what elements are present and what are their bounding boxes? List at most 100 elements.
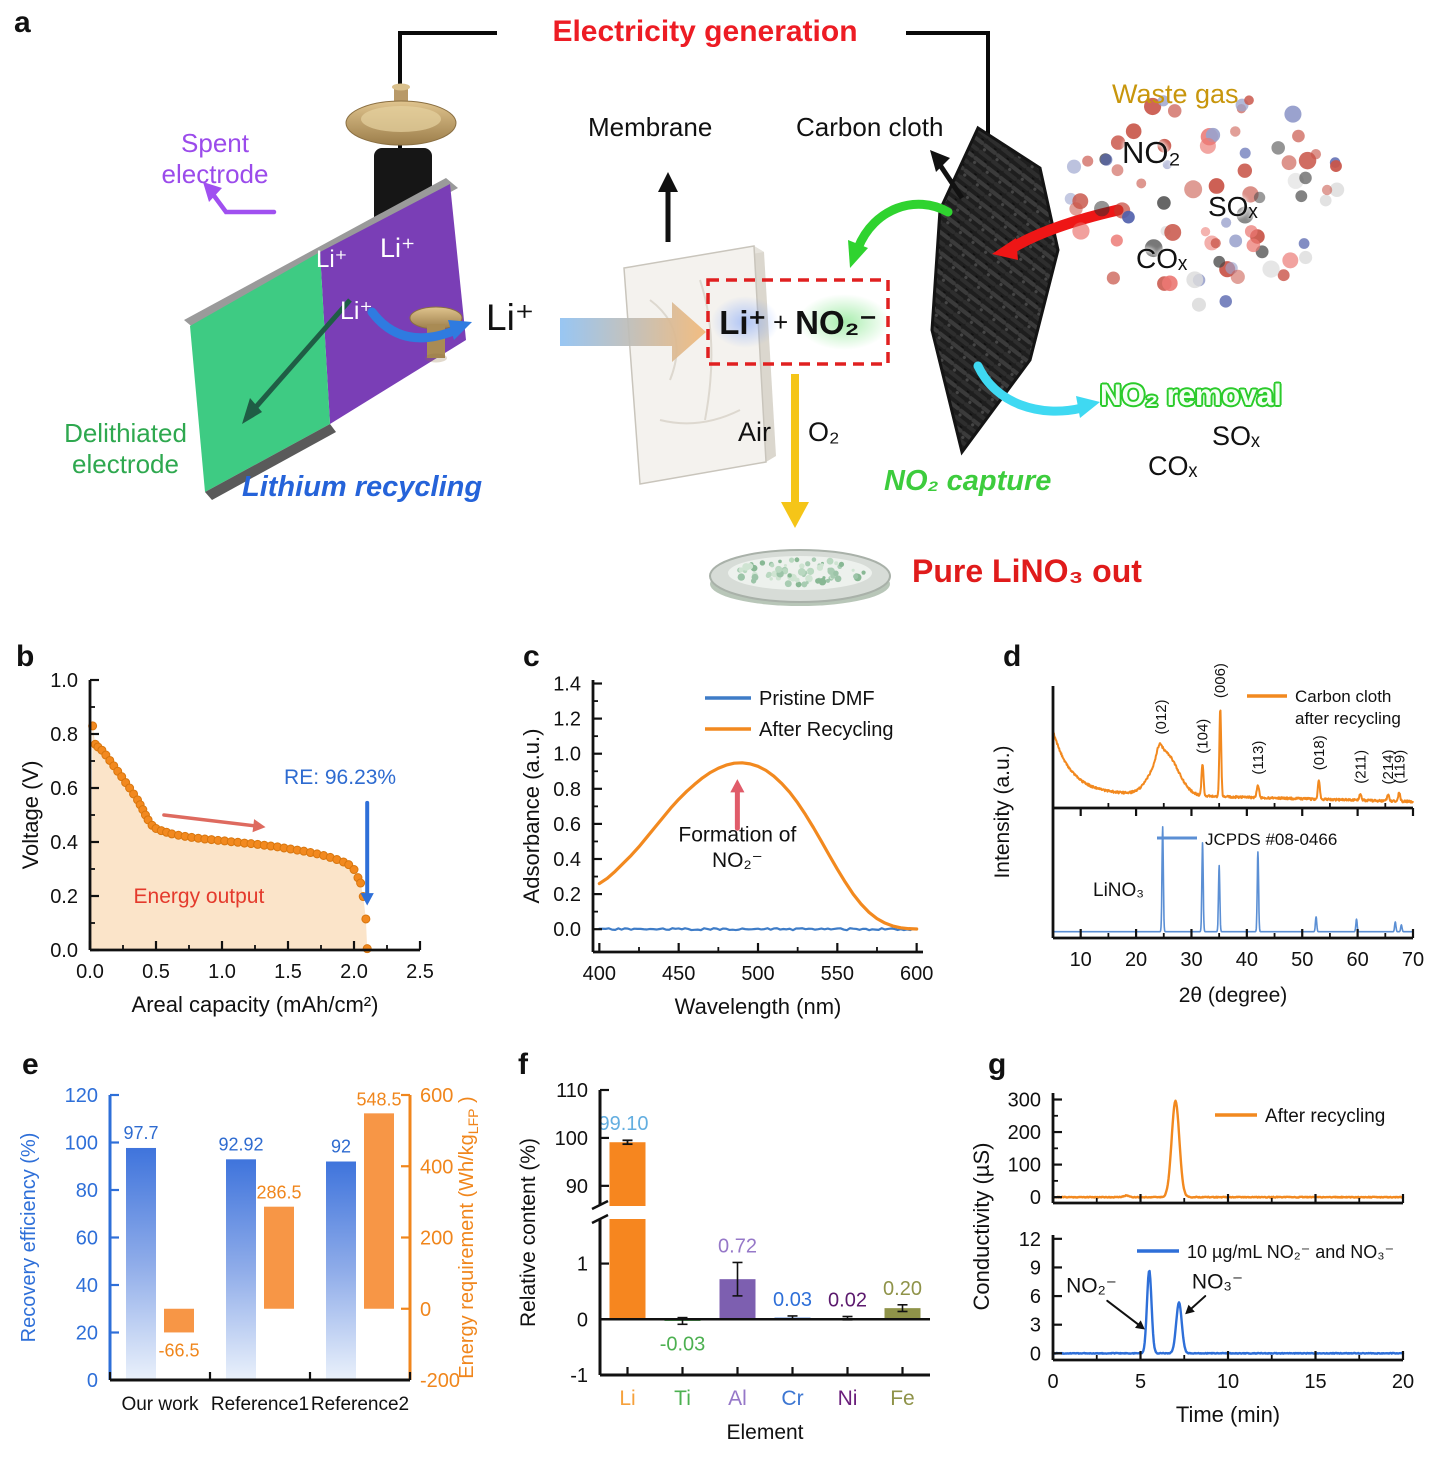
- svg-text:After recycling: After recycling: [1265, 1106, 1385, 1127]
- no2-to-box-arrow: [848, 199, 953, 268]
- voltage-capacity-chart: 0.0 0.5 1.0 1.5 2.0 2.5 0.0 0.2 0.4 0.6 0.8 1.0 Area…: [18, 670, 434, 1017]
- spent-electrode-arrow: [203, 182, 277, 215]
- xrd-chart: (012) (104) (006) (113) (018) (211) (214)(119)…: [991, 663, 1424, 1007]
- svg-text:Carbon cloth: Carbon cloth: [1295, 687, 1391, 706]
- svg-text:Adsorbance (a.u.): Adsorbance (a.u.): [519, 729, 544, 904]
- adsorbance-chart: 400 450 500 550 600 0.0 0.2 0.4 0.6 0.8 1.0 1.2 1.4 W…: [519, 674, 933, 1019]
- li-ion-label-3: Li⁺: [340, 297, 373, 325]
- o2-label: O₂: [808, 417, 840, 447]
- svg-text:(012): (012): [1153, 699, 1170, 734]
- svg-text:NO₃⁻: NO₃⁻: [1192, 1270, 1243, 1293]
- svg-text:-200: -200: [420, 1370, 460, 1392]
- svg-text:40: 40: [76, 1275, 98, 1297]
- air-o2-arrow: [781, 374, 809, 528]
- carbon-cloth-icon: [930, 125, 1060, 456]
- svg-text:100: 100: [65, 1133, 98, 1155]
- svg-text:0.02: 0.02: [828, 1290, 867, 1312]
- svg-text:1.2: 1.2: [553, 709, 581, 731]
- svg-text:0.4: 0.4: [50, 832, 78, 854]
- no2-gas-label: NO₂: [1122, 135, 1181, 170]
- svg-text:15: 15: [1304, 1371, 1326, 1393]
- li-export-arrow: [367, 307, 472, 343]
- svg-text:0.4: 0.4: [553, 849, 581, 871]
- carbon-cloth-label: Carbon cloth: [796, 112, 944, 142]
- electricity-generation-title: Electricity generation: [552, 15, 858, 48]
- svg-text:0.2: 0.2: [553, 884, 581, 906]
- sox-gas-label: SOₓ: [1208, 191, 1258, 222]
- reaction-plus-label: +: [772, 306, 789, 337]
- svg-text:(211): (211): [1352, 750, 1369, 784]
- svg-text:110: 110: [556, 1080, 588, 1102]
- svg-text:1.0: 1.0: [50, 670, 78, 692]
- petri-dish-icon: [709, 549, 891, 606]
- svg-text:Voltage (V): Voltage (V): [18, 761, 43, 870]
- svg-text:99.10: 99.10: [598, 1113, 648, 1135]
- svg-text:(113): (113): [1250, 741, 1267, 775]
- svg-text:Li: Li: [619, 1387, 635, 1410]
- svg-text:-0.03: -0.03: [660, 1333, 706, 1355]
- svg-text:92: 92: [331, 1137, 351, 1157]
- svg-text:0: 0: [1030, 1187, 1041, 1209]
- svg-text:-1: -1: [570, 1365, 588, 1387]
- svg-text:90: 90: [566, 1176, 588, 1198]
- svg-text:Wavelength (nm): Wavelength (nm): [675, 994, 842, 1019]
- element-content-chart: 99.10 Li -0.03 Ti 0.72 Al 0.03 Cr 0.02 Ni 0.20 Fe 90…: [517, 1080, 930, 1444]
- li-transport-arrow: [560, 302, 706, 362]
- svg-text:10 µg/mL NO₂⁻ and NO₃⁻: 10 µg/mL NO₂⁻ and NO₃⁻: [1187, 1242, 1394, 1262]
- air-label: Air: [738, 417, 771, 447]
- svg-text:1.0: 1.0: [553, 744, 581, 766]
- li-ion-label-2: Li⁺: [380, 233, 416, 263]
- svg-text:50: 50: [1291, 949, 1313, 971]
- svg-text:0.2: 0.2: [50, 886, 78, 908]
- svg-text:100: 100: [555, 1128, 588, 1150]
- svg-text:9: 9: [1030, 1257, 1041, 1279]
- efficiency-bar-chart: 97.7 -66.5 Our work 92.92 286.5 Reference1 92 5…: [18, 1085, 481, 1415]
- svg-text:20: 20: [1125, 949, 1147, 971]
- svg-text:92.92: 92.92: [218, 1134, 263, 1154]
- svg-text:200: 200: [1008, 1122, 1041, 1144]
- svg-text:0: 0: [87, 1370, 98, 1392]
- svg-text:450: 450: [662, 963, 695, 985]
- svg-text:1.0: 1.0: [208, 961, 236, 983]
- panel-letter-b: b: [16, 640, 35, 673]
- svg-text:Reference2: Reference2: [311, 1394, 409, 1415]
- svg-text:Al: Al: [728, 1387, 747, 1410]
- svg-text:0.03: 0.03: [773, 1289, 812, 1311]
- svg-text:Formation of: Formation of: [678, 823, 796, 846]
- svg-text:-66.5: -66.5: [158, 1340, 199, 1360]
- svg-text:LiNO₃: LiNO₃: [1093, 880, 1144, 901]
- svg-text:0.8: 0.8: [50, 724, 78, 746]
- svg-text:RE: 96.23%: RE: 96.23%: [284, 766, 396, 789]
- svg-text:400: 400: [420, 1156, 453, 1178]
- no2-removal-label: NO₂ removal: [1100, 379, 1282, 412]
- svg-text:0: 0: [420, 1299, 431, 1321]
- svg-text:400: 400: [583, 963, 616, 985]
- svg-text:Energy output: Energy output: [134, 885, 265, 908]
- svg-text:5: 5: [1135, 1371, 1146, 1393]
- li-ion-label-1: Li⁺: [316, 246, 348, 273]
- reaction-li-label: Li⁺: [719, 303, 766, 341]
- svg-text:60: 60: [76, 1228, 98, 1250]
- svg-text:NO₂⁻: NO₂⁻: [1066, 1274, 1117, 1297]
- panel-letter-d: d: [1003, 640, 1022, 673]
- svg-text:0.72: 0.72: [718, 1235, 757, 1257]
- svg-text:0.6: 0.6: [553, 814, 581, 836]
- svg-text:2.0: 2.0: [340, 961, 368, 983]
- delithiated-electrode-label: Delithiated electrode: [64, 418, 187, 480]
- svg-text:120: 120: [65, 1085, 98, 1107]
- svg-text:Areal capacity (mAh/cm²): Areal capacity (mAh/cm²): [132, 992, 379, 1017]
- svg-text:(006): (006): [1212, 663, 1229, 698]
- svg-text:0.0: 0.0: [76, 961, 104, 983]
- svg-text:Conductivity (µS): Conductivity (µS): [969, 1143, 994, 1311]
- svg-text:0.8: 0.8: [553, 779, 581, 801]
- svg-text:0.20: 0.20: [883, 1278, 922, 1300]
- svg-text:(214): (214): [1380, 749, 1397, 784]
- svg-text:600: 600: [420, 1085, 453, 1107]
- panel-letter-f: f: [518, 1048, 528, 1081]
- svg-text:70: 70: [1402, 949, 1424, 971]
- no2-removal-arrow: [973, 361, 1100, 418]
- svg-text:Energy requirement (Wh/kgLFP ): Energy requirement (Wh/kgLFP ): [456, 1096, 481, 1378]
- spent-electrode-label: Spent electrode: [161, 128, 269, 190]
- svg-text:Element: Element: [726, 1421, 803, 1444]
